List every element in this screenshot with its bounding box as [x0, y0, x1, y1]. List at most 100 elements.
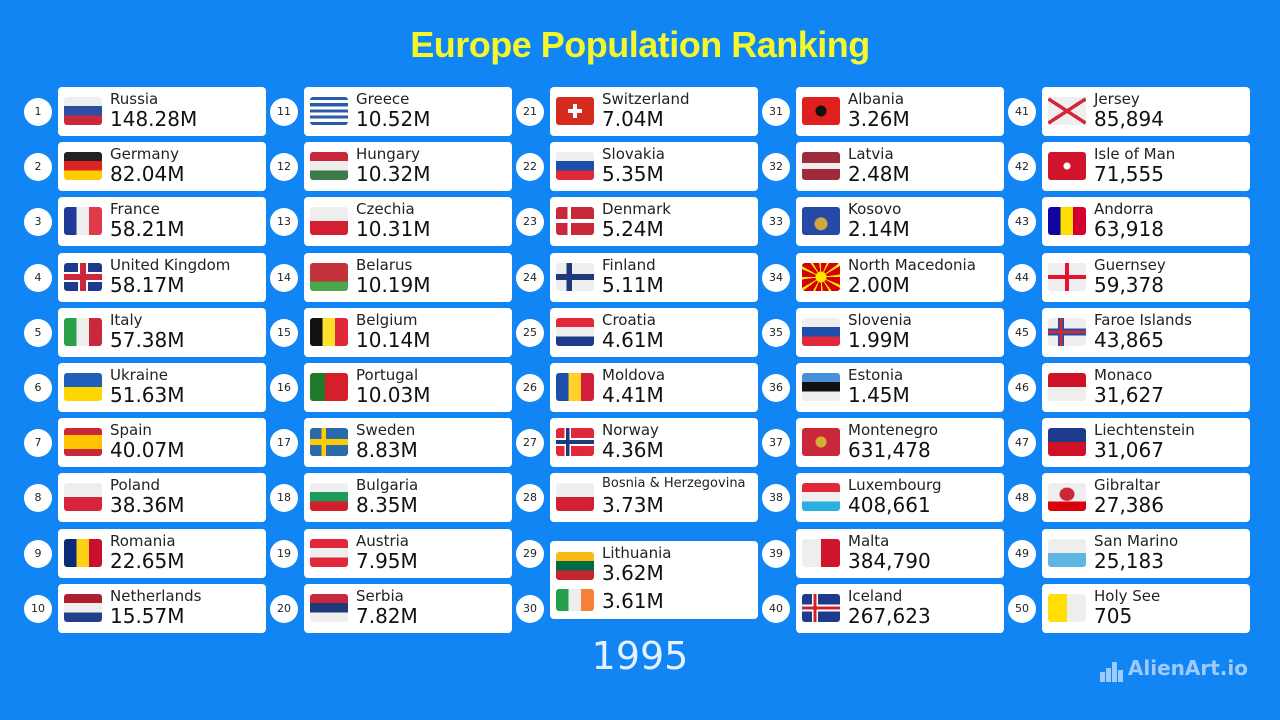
- liechtenstein-flag-icon: [1048, 428, 1086, 457]
- country-card: Poland 38.36M: [58, 473, 266, 523]
- country-card: Romania 22.65M: [58, 528, 266, 578]
- country-name: Greece: [356, 90, 410, 108]
- country-name: Moldova: [602, 366, 666, 384]
- country-card: Liechtenstein 31,067: [1042, 418, 1250, 468]
- ranking-row: 24 Finland 5.11M: [512, 252, 762, 303]
- country-name: Sweden: [356, 421, 416, 440]
- ranking-row: 10 Netherlands 15.57M: [20, 583, 270, 634]
- rank-badge: 12: [270, 153, 298, 182]
- ranking-row: 15 Belgium 10.14M: [266, 307, 516, 358]
- rank-badge: 42: [1008, 153, 1036, 182]
- guernsey-flag-icon: [1048, 262, 1086, 291]
- ranking-row: 40 Iceland 267,623: [758, 583, 1008, 634]
- country-name: Serbia: [356, 586, 404, 605]
- austria-flag-icon: [310, 538, 348, 567]
- rank-badge: 21: [516, 98, 544, 126]
- ranking-row: 14 Belarus 10.19M: [266, 252, 516, 303]
- rank-badge: 2: [24, 153, 52, 182]
- ranking-row: 39 Malta 384,790: [758, 528, 1008, 579]
- ranking-row: 9 Romania 22.65M: [20, 528, 270, 579]
- rank-badge: 46: [1008, 374, 1036, 402]
- czechia-flag-icon: [556, 483, 594, 512]
- country-card: Denmark 5.24M: [550, 197, 758, 247]
- rank-badge: 7: [24, 429, 52, 458]
- lithuania-flag-icon: [556, 551, 594, 580]
- rank-badge: 33: [762, 208, 790, 237]
- country-name: Jersey: [1094, 90, 1140, 108]
- country-name: United Kingdom: [110, 255, 231, 274]
- rank-badge: 23: [516, 208, 544, 237]
- country-name: Germany: [110, 145, 179, 164]
- russia-flag-icon: [64, 97, 102, 125]
- bulgaria-flag-icon: [310, 483, 348, 512]
- population-value: 2.00M: [848, 272, 910, 297]
- belarus-flag-icon: [310, 262, 348, 291]
- brand-name: AlienArt.io: [1127, 656, 1248, 680]
- population-value: 85,894: [1094, 107, 1164, 131]
- rank-badge: 10: [24, 594, 52, 623]
- country-card: San Marino 25,183: [1042, 528, 1250, 578]
- ranking-row: 46 Monaco 31,627: [1004, 363, 1254, 413]
- country-card: Netherlands 15.57M: [58, 583, 266, 633]
- ranking-row: 32 Latvia 2.48M: [758, 142, 1008, 192]
- country-card: Belgium 10.14M: [304, 307, 512, 357]
- ranking-row: 50 Holy See 705: [1004, 583, 1254, 634]
- country-name: Liechtenstein: [1094, 421, 1195, 440]
- rank-badge: 16: [270, 374, 298, 402]
- country-name: Malta: [848, 531, 890, 550]
- ranking-row: 31 Albania 3.26M: [758, 87, 1008, 137]
- ranking-row: 2 Germany 82.04M: [20, 142, 270, 192]
- country-card: Serbia 7.82M: [304, 583, 512, 633]
- rank-badge: 24: [516, 263, 544, 292]
- andorra-flag-icon: [1048, 207, 1086, 236]
- population-value: 58.17M: [110, 272, 185, 297]
- population-value: 27,386: [1094, 493, 1164, 518]
- country-name: Bulgaria: [356, 476, 419, 495]
- monaco-flag-icon: [1048, 373, 1086, 401]
- north-macedonia-flag-icon: [802, 262, 840, 291]
- country-name: San Marino: [1094, 531, 1179, 550]
- finland-flag-icon: [556, 262, 594, 291]
- estonia-flag-icon: [802, 373, 840, 401]
- jersey-flag-icon: [1048, 97, 1086, 125]
- country-card: Sweden 8.83M: [304, 418, 512, 468]
- denmark-flag-icon: [556, 207, 594, 236]
- ranking-row: 23 Denmark 5.24M: [512, 197, 762, 247]
- rank-badge: 31: [762, 98, 790, 126]
- population-value: 4.41M: [602, 383, 664, 407]
- population-value: 10.31M: [356, 217, 431, 242]
- country-card: Malta 384,790: [796, 528, 1004, 578]
- country-name: Spain: [110, 421, 152, 440]
- population-value: 267,623: [848, 603, 931, 628]
- country-name: Switzerland: [602, 90, 690, 108]
- country-name: Czechia: [356, 200, 415, 219]
- population-value: 31,067: [1094, 438, 1164, 463]
- poland-flag-icon: [64, 483, 102, 512]
- sweden-flag-icon: [310, 428, 348, 457]
- san-marino-flag-icon: [1048, 538, 1086, 567]
- country-card: Russia 148.28M: [58, 87, 266, 136]
- population-value: 5.11M: [602, 272, 664, 297]
- rank-badge: 28: [516, 484, 544, 513]
- country-card: Kosovo 2.14M: [796, 197, 1004, 247]
- ranking-row: 37 Montenegro 631,478: [758, 418, 1008, 468]
- country-card: Albania 3.26M: [796, 87, 1004, 136]
- country-name: Iceland: [848, 586, 903, 605]
- slovakia-flag-icon: [556, 152, 594, 181]
- rank-badge: 3: [24, 208, 52, 237]
- population-value: 10.19M: [356, 272, 431, 297]
- population-value: 58.21M: [110, 217, 185, 242]
- country-card: Hungary 10.32M: [304, 142, 512, 192]
- hungary-flag-icon: [310, 152, 348, 181]
- country-name: Faroe Islands: [1094, 310, 1192, 329]
- country-name: Montenegro: [848, 421, 939, 440]
- rank-badge: 34: [762, 263, 790, 292]
- ranking-row: 8 Poland 38.36M: [20, 473, 270, 523]
- country-card: Estonia 1.45M: [796, 363, 1004, 412]
- latvia-flag-icon: [802, 152, 840, 181]
- country-name: Russia: [110, 90, 159, 108]
- rank-badge: 8: [24, 484, 52, 513]
- rank-badge: 39: [762, 539, 790, 568]
- country-card: Luxembourg 408,661: [796, 473, 1004, 523]
- rank-badge: 44: [1008, 263, 1036, 292]
